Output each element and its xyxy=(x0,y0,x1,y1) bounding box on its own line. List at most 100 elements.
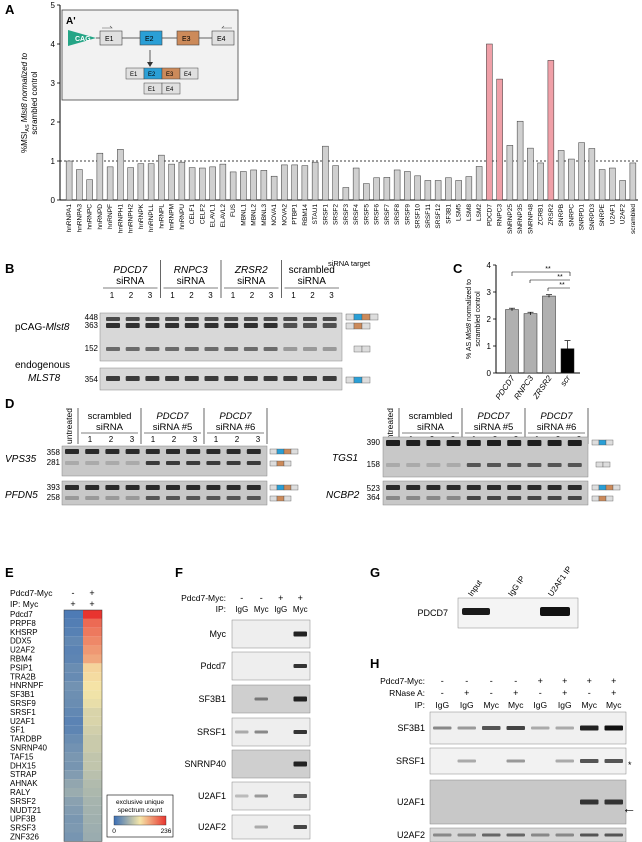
panel-b-group-name: ZRSR2 xyxy=(234,265,268,276)
panel-h-band xyxy=(580,799,599,805)
band-ncbp2-364 xyxy=(446,496,461,500)
panel-a-y-tick-label: 0 xyxy=(51,196,56,205)
band-ncbp2-364 xyxy=(386,496,400,500)
panel-e-heat-cell xyxy=(64,654,83,664)
panel-d-lane-number: 3 xyxy=(130,435,135,444)
panel-e-heat-cell xyxy=(64,645,83,655)
panel-a-x-tick-label: hnRNPC xyxy=(87,204,94,230)
band-pfdn5-393 xyxy=(125,485,140,490)
panel-e-legend-min: 0 xyxy=(112,828,116,835)
panel-b-row2-label-1: endogenous xyxy=(15,360,70,371)
gel-ncbp2 xyxy=(382,480,589,506)
panel-h-band xyxy=(604,725,623,731)
panel-e-heat-cell xyxy=(64,627,83,637)
panel-e-protein-label: RALY xyxy=(10,788,31,797)
primer-forward xyxy=(102,25,113,29)
panel-f-pdcd7-sign: + xyxy=(298,593,303,603)
panel-e-protein-label: SRSF3 xyxy=(10,824,36,833)
panel-b-group-sub: siRNA xyxy=(177,276,206,287)
panel-h-rnase-sign: + xyxy=(611,688,616,698)
panel-a-x-tick-label: ZRSR2 xyxy=(548,204,555,226)
panel-a-bar-hnrnph2 xyxy=(127,167,134,201)
panel-f-blots: Myc Pdcd7 SF3B1 SRSF1 SNRNP40 U2AF1 U2AF2 xyxy=(184,619,311,840)
panel-e-heat-cell xyxy=(83,690,102,699)
panel-b-group-name: PDCD7 xyxy=(113,265,147,276)
size-ncbp2-364: 364 xyxy=(367,493,381,502)
panel-a-x-tick-label: hnRNPK xyxy=(138,203,145,229)
band-pfdn5-258 xyxy=(166,496,180,500)
panel-e-heat-cell xyxy=(83,761,102,771)
panel-e-heat-cell xyxy=(64,796,83,806)
sig-pdcd7: ** xyxy=(545,266,551,273)
panel-f-band xyxy=(254,794,268,798)
panel-h-band xyxy=(555,726,574,730)
panel-h-pdcd7-sign: - xyxy=(465,676,468,686)
panel-a-x-tick-label: hnRNPL xyxy=(158,204,165,229)
panel-h-band xyxy=(580,759,599,763)
band-363 xyxy=(303,323,317,328)
panel-a-x-tick-label: hnRNPA1 xyxy=(66,204,73,233)
sig-rnpc3: ** xyxy=(557,274,563,281)
panel-h-band xyxy=(482,726,501,730)
panel-b-row1-label: pCAG-Mlst8 xyxy=(15,322,70,333)
exon-e3-label: E3 xyxy=(182,36,191,43)
panel-a-bar-snrnp35 xyxy=(516,120,524,201)
panel-c-y-axis-label: % ASMlst8normalized to scrambled control xyxy=(466,279,482,359)
panel-a-bar-nova2 xyxy=(281,164,288,201)
band-448 xyxy=(303,317,317,321)
product-long-e2-label: E2 xyxy=(148,72,156,78)
band-448 xyxy=(184,317,199,321)
band-ncbp2-364 xyxy=(567,496,582,500)
panel-a-bar-lsm5 xyxy=(455,180,462,201)
band-vps35-281 xyxy=(166,461,180,465)
panel-a-bar-snrpb xyxy=(557,150,565,201)
panel-a-bar-hnrnph1 xyxy=(117,149,124,201)
panel-a-bar-celf2 xyxy=(199,167,206,201)
band-tgs1-390 xyxy=(406,440,421,446)
band-354 xyxy=(263,376,278,381)
panel-e-heat-cell xyxy=(83,779,102,788)
panel-a-x-tick-label: RNPC3 xyxy=(497,204,504,226)
band-363 xyxy=(224,323,239,328)
panel-h-header-pdcd7: Pdcd7-Myc: xyxy=(380,676,425,686)
panel-h: Pdcd7-Myc: RNase A: IP: --IgG-+IgG--Myc-… xyxy=(380,676,636,842)
panel-c-bar-rnpc3 xyxy=(523,313,538,374)
panel-f-ip-label: Myc xyxy=(293,605,308,614)
panel-a-x-tick-label: SRSF10 xyxy=(415,204,422,229)
band-448 xyxy=(145,317,160,321)
panel-e-heat-cell xyxy=(64,788,83,797)
band-354 xyxy=(283,376,298,381)
band-152 xyxy=(283,347,298,351)
panel-e-heatmap xyxy=(63,609,103,842)
panel-b-gel-transgene xyxy=(99,312,343,362)
inset-label: A' xyxy=(66,16,76,27)
panel-a-bar-hnrnpf xyxy=(106,166,114,201)
panel-a-bar-srsf5 xyxy=(363,183,370,201)
panel-h-rnase-sign: - xyxy=(588,688,591,698)
panel-a-x-tick-label: ELAVL2 xyxy=(220,204,227,228)
panel-f-band xyxy=(293,794,307,798)
panel-e-protein-label: HNRNPF xyxy=(10,681,43,690)
panel-e-heat-cell xyxy=(83,681,102,691)
band-vps35-358 xyxy=(166,449,180,454)
panel-a-y-tick-label: 4 xyxy=(51,40,56,49)
panel-e-heat-cell xyxy=(64,734,83,744)
panel-d-lane-number: 1 xyxy=(214,435,219,444)
band-tgs1-158 xyxy=(386,463,400,467)
band-vps35-358 xyxy=(206,449,221,454)
panel-a-x-tick-label: SNRPE xyxy=(599,203,606,226)
band-ncbp2-364 xyxy=(507,496,522,500)
band-pfdn5-393 xyxy=(105,485,120,490)
band-152 xyxy=(303,347,317,351)
panel-c-bar-zrsr2 xyxy=(542,295,556,374)
panel-label-c: C xyxy=(453,261,463,276)
panel-a-x-tick-label: SRSF12 xyxy=(435,204,442,229)
panel-b-row2-label-2: MLST8 xyxy=(28,373,61,384)
panel-e-protein-label: DHX15 xyxy=(10,761,36,770)
band-354 xyxy=(106,376,120,381)
panel-e-protein-label: SRSF2 xyxy=(10,797,36,806)
panel-e-protein-label: PRPF8 xyxy=(10,619,36,628)
panel-a-bar-celf1 xyxy=(188,167,196,201)
